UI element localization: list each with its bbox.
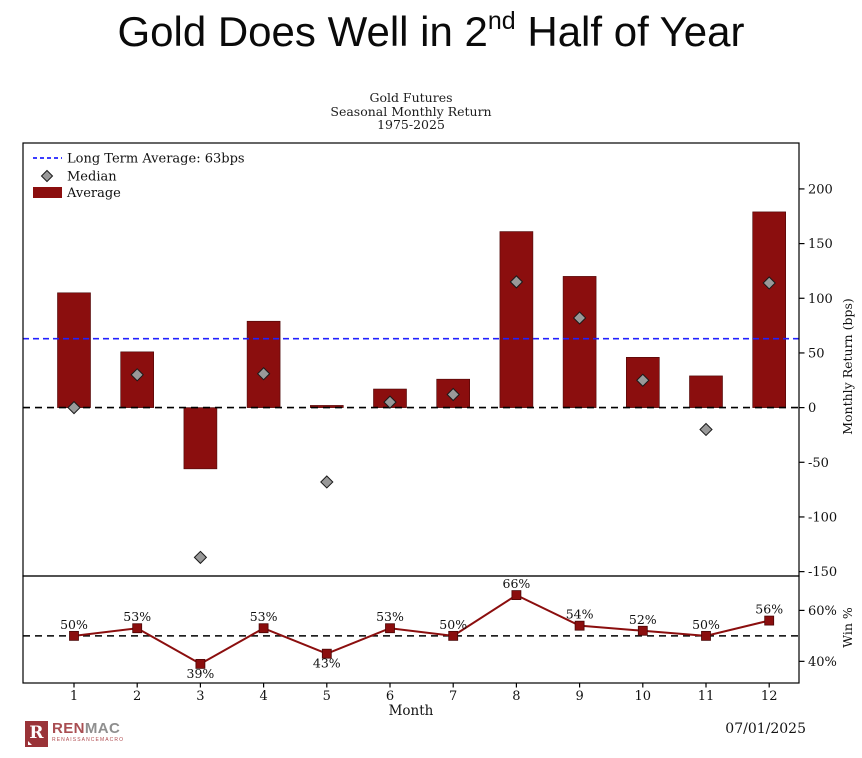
month-tick-label: 3 [196, 689, 204, 704]
win-label-month-2: 53% [123, 609, 151, 624]
average-bar-month-3 [183, 407, 218, 470]
renmac-logo-mark: R [25, 721, 48, 747]
month-tick-label: 7 [449, 689, 457, 704]
legend-long-term-avg-label: Long Term Average: 63bps [67, 152, 245, 167]
legend-average-symbol [33, 187, 62, 198]
bps-tick-label: 200 [808, 182, 833, 197]
bottom-panel-frame [22, 575, 800, 684]
page-title-superscript: nd [487, 7, 516, 35]
win-label-month-5: 43% [313, 656, 341, 671]
win-marker-month-11 [701, 630, 711, 641]
median-marker-month-1 [67, 400, 81, 415]
win-label-month-10: 52% [629, 612, 657, 627]
win-marker-month-10 [637, 625, 648, 636]
renmac-logo-text: RENMAC RENAISSANCEMACRO [52, 721, 124, 743]
median-marker-month-10 [636, 373, 650, 387]
month-tick-label: 1 [70, 689, 78, 704]
win-pct-line [73, 593, 770, 666]
median-marker-month-9 [572, 311, 587, 325]
bps-tick-label: 0 [808, 401, 816, 416]
legend-median-label: Median [67, 170, 117, 185]
month-tick-label: 10 [635, 689, 652, 704]
win-label-month-12: 56% [755, 602, 783, 617]
chart-title-line-3: 1975-2025 [377, 117, 445, 132]
win-marker-month-8 [511, 590, 522, 601]
median-marker-month-11 [699, 422, 713, 437]
median-marker-month-12 [762, 276, 776, 290]
month-tick-label: 12 [761, 689, 778, 704]
win-label-month-4: 53% [250, 609, 278, 624]
median-marker-month-2 [130, 368, 144, 382]
win-marker-month-5 [321, 648, 332, 659]
median-marker-month-5 [320, 475, 334, 489]
win-label-month-6: 53% [376, 609, 404, 624]
x-axis-label: Month [389, 703, 434, 719]
month-tick-label: 6 [386, 689, 394, 704]
right-axis-label: Monthly Return (bps) [840, 298, 855, 435]
win-label-month-1: 50% [60, 617, 88, 632]
median-marker-month-6 [383, 395, 397, 409]
bps-tick-label: 150 [808, 237, 833, 252]
win-tick-label: 40% [808, 655, 837, 670]
bps-tick-label: -150 [808, 565, 837, 580]
median-marker-month-3 [193, 550, 208, 565]
month-tick-label: 4 [259, 689, 267, 704]
bps-tick-label: 100 [808, 292, 833, 307]
average-bar-month-8 [499, 231, 534, 408]
win-marker-month-1 [69, 630, 79, 641]
win-label-month-7: 50% [439, 617, 467, 632]
win-label-month-8: 66% [503, 576, 531, 591]
win-marker-month-2 [132, 623, 143, 634]
chart-title: Gold Futures Seasonal Monthly Return 197… [23, 91, 799, 132]
median-marker-month-8 [509, 275, 524, 289]
bps-tick-label: -100 [808, 510, 837, 525]
legend-average-label: Average [66, 186, 121, 201]
win-marker-month-4 [258, 623, 269, 634]
bps-tick-label: -50 [808, 456, 829, 471]
renmac-logo-name-gray: MAC [84, 720, 121, 737]
page-title-prefix: Gold Does Well in 2 [117, 8, 488, 55]
average-bar-month-11 [689, 375, 723, 408]
renmac-logo-subtext: RENAISSANCEMACRO [52, 737, 125, 743]
month-tick-label: 2 [133, 689, 141, 704]
win-label-month-3: 39% [187, 666, 215, 681]
renmac-logo-name-red: REN [52, 720, 85, 737]
month-tick-label: 11 [698, 689, 715, 704]
average-bar-month-9 [562, 276, 597, 408]
median-marker-month-7 [446, 387, 460, 402]
chart-title-line-1: Gold Futures [369, 90, 453, 105]
renmac-logo-name: RENMAC [52, 721, 124, 736]
average-bar-month-1 [57, 292, 91, 408]
renmac-logo: R RENMAC RENAISSANCEMACRO [25, 721, 124, 747]
win-marker-month-3 [195, 658, 206, 669]
win-marker-month-6 [385, 623, 395, 634]
renmac-logo-letter: R [29, 723, 44, 743]
legend-median-symbol [40, 169, 54, 183]
win-tick-label: 60% [808, 604, 837, 619]
report-date: 07/01/2025 [725, 721, 806, 737]
win-label-month-11: 50% [692, 617, 720, 632]
win-axis-label: Win % [840, 607, 855, 648]
page-title: Gold Does Well in 2nd Half of Year [0, 7, 862, 56]
month-tick-label: 8 [512, 689, 520, 704]
average-bar-month-4 [246, 320, 281, 408]
win-label-month-9: 54% [566, 607, 594, 622]
win-marker-month-7 [448, 630, 459, 641]
average-bar-month-12 [752, 211, 787, 408]
win-marker-month-9 [574, 620, 585, 631]
bps-tick-label: 50 [808, 346, 825, 361]
median-marker-month-4 [256, 367, 271, 381]
month-tick-label: 5 [323, 689, 331, 704]
page-title-suffix: Half of Year [515, 8, 745, 55]
win-marker-month-12 [764, 615, 775, 626]
month-tick-label: 9 [575, 689, 583, 704]
chart-title-line-2: Seasonal Monthly Return [330, 103, 492, 119]
